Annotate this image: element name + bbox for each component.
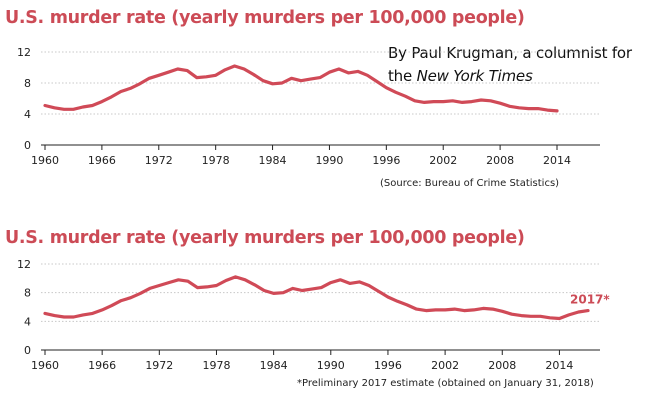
y-tick-label: 4 (24, 315, 31, 328)
byline-line-2: the New York Times (388, 67, 533, 85)
y-tick-label: 12 (17, 46, 31, 59)
x-tick-label: 1966 (88, 359, 116, 372)
y-tick-label: 0 (24, 344, 31, 357)
x-tick-label: 2002 (431, 359, 459, 372)
chart-1-source: (Source: Bureau of Crime Statistics) (380, 178, 560, 189)
x-tick-label: 1972 (145, 154, 173, 167)
x-tick-label: 2014 (543, 154, 571, 167)
x-tick-label: 1960 (31, 359, 59, 372)
byline-line-1: By Paul Krugman, a columnist for (388, 44, 632, 62)
byline-publication: New York Times (416, 67, 533, 85)
chart-1-title: U.S. murder rate (yearly murders per 100… (5, 8, 525, 28)
y-tick-label: 4 (24, 108, 31, 121)
chart-2-title: U.S. murder rate (yearly murders per 100… (5, 228, 525, 248)
x-tick-label: 1990 (315, 154, 343, 167)
x-tick-label: 1996 (374, 359, 402, 372)
byline-prefix: the (388, 67, 417, 85)
x-tick-label: 1972 (145, 359, 173, 372)
y-tick-label: 12 (17, 258, 31, 271)
x-tick-label: 2002 (429, 154, 457, 167)
x-tick-label: 1960 (31, 154, 59, 167)
chart-2-footnote: *Preliminary 2017 estimate (obtained on … (297, 378, 594, 389)
x-tick-label: 1990 (317, 359, 345, 372)
x-tick-label: 1984 (260, 359, 288, 372)
murder-rate-line (43, 275, 590, 321)
x-tick-label: 1978 (202, 359, 230, 372)
annotation-2017: 2017* (570, 293, 610, 307)
murder-rate-line (43, 64, 559, 113)
x-tick-label: 1966 (88, 154, 116, 167)
x-tick-label: 1996 (372, 154, 400, 167)
y-tick-label: 8 (24, 287, 31, 300)
x-tick-label: 2008 (488, 359, 516, 372)
y-tick-label: 8 (24, 77, 31, 90)
x-tick-label: 2014 (545, 359, 573, 372)
x-tick-label: 1978 (202, 154, 230, 167)
y-tick-label: 0 (24, 139, 31, 152)
x-tick-label: 2008 (486, 154, 514, 167)
x-tick-label: 1984 (259, 154, 287, 167)
